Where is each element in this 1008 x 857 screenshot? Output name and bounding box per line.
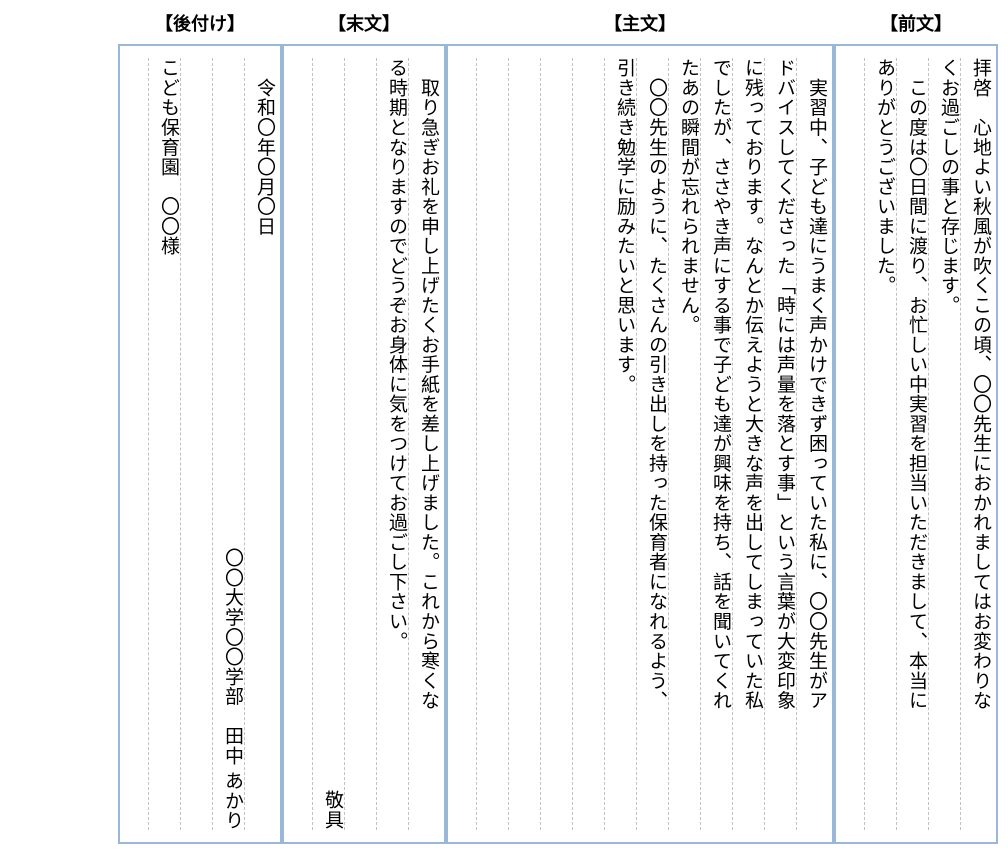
text-line: ありがとうございました。 bbox=[864, 58, 896, 830]
text-line bbox=[508, 58, 540, 830]
header-zenbun: 【前文】 bbox=[834, 10, 998, 36]
text-line bbox=[540, 58, 572, 830]
letter-container: 【前文】 拝啓 心地よい秋風が吹くこの頃、〇〇先生におかれましてはお変わりな く… bbox=[10, 10, 998, 844]
text-line: 実習中、子ども達にうまく声かけできず困っていた私に、〇〇先生がア bbox=[796, 58, 828, 830]
text-line: 拝啓 心地よい秋風が吹くこの頃、〇〇先生におかれましてはお変わりな bbox=[960, 58, 992, 830]
text-line: ドバイスしてくださった「時には声量を落とす事」という言葉が大変印象 bbox=[764, 58, 796, 830]
text-line: でしたが、ささやき声にする事で子ども達が興味を持ち、話を聞いてくれ bbox=[700, 58, 732, 830]
section-atozuke: 【後付け】 令和〇年〇月〇日 〇〇大学〇〇学部 田中 あかり こども保育園 〇〇… bbox=[118, 10, 282, 844]
section-zenbun: 【前文】 拝啓 心地よい秋風が吹くこの頃、〇〇先生におかれましてはお変わりな く… bbox=[834, 10, 998, 844]
text-line: に残っております。なんとか伝えようと大きな声を出してしまっていた私 bbox=[732, 58, 764, 830]
text-line bbox=[572, 58, 604, 830]
recipient-line: こども保育園 〇〇様 bbox=[148, 58, 180, 830]
box-matsubun: 取り急ぎお礼を申し上げたくお手紙を差し上げました。これから寒くな る時期となりま… bbox=[282, 44, 446, 844]
box-shubun: 実習中、子ども達にうまく声かけできず困っていた私に、〇〇先生がア ドバイスしてく… bbox=[446, 44, 834, 844]
text-line bbox=[344, 58, 376, 830]
text-line: たあの瞬間が忘れられません。 bbox=[668, 58, 700, 830]
text-line: この度は〇日間に渡り、お忙しい中実習を担当いただきまして、本当に bbox=[896, 58, 928, 830]
text-line: 取り急ぎお礼を申し上げたくお手紙を差し上げました。これから寒くな bbox=[408, 58, 440, 830]
header-shubun: 【主文】 bbox=[446, 10, 834, 36]
sender-line: 〇〇大学〇〇学部 田中 あかり bbox=[212, 58, 244, 830]
text-line bbox=[476, 58, 508, 830]
date-line: 令和〇年〇月〇日 bbox=[244, 58, 276, 830]
section-shubun: 【主文】 実習中、子ども達にうまく声かけできず困っていた私に、〇〇先生がア ドバ… bbox=[446, 10, 834, 844]
header-matsubun: 【末文】 bbox=[282, 10, 446, 36]
closing-keigu: 敬具 bbox=[312, 58, 344, 830]
header-atozuke: 【後付け】 bbox=[118, 10, 282, 36]
box-atozuke: 令和〇年〇月〇日 〇〇大学〇〇学部 田中 あかり こども保育園 〇〇様 bbox=[118, 44, 282, 844]
box-zenbun: 拝啓 心地よい秋風が吹くこの頃、〇〇先生におかれましてはお変わりな くお過ごしの… bbox=[834, 44, 998, 844]
blank-line bbox=[180, 58, 212, 830]
text-line: 〇〇先生のように、たくさんの引き出しを持った保育者になれるよう、 bbox=[636, 58, 668, 830]
text-line: る時期となりますのでどうぞお身体に気をつけてお過ごし下さい。 bbox=[376, 58, 408, 830]
text-line: 引き続き勉学に励みたいと思います。 bbox=[604, 58, 636, 830]
text-line: くお過ごしの事と存じます。 bbox=[928, 58, 960, 830]
section-matsubun: 【末文】 取り急ぎお礼を申し上げたくお手紙を差し上げました。これから寒くな る時… bbox=[282, 10, 446, 844]
